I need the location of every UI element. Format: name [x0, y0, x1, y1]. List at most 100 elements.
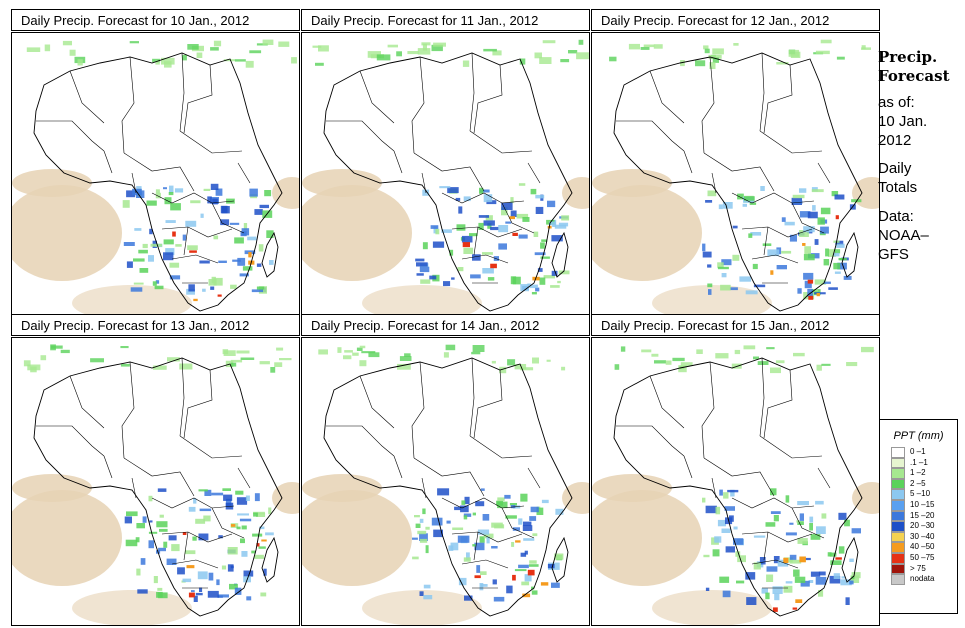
country-border	[711, 172, 717, 194]
precip-cell	[470, 274, 481, 279]
legend: PPT (mm) 0 –1.1 –1 1 –2 2 –5 5 –10 10 –15 15 …	[879, 419, 958, 614]
precip-cell	[811, 189, 824, 193]
precip-cell	[735, 551, 741, 557]
precip-cell	[439, 186, 451, 189]
precip-cell	[696, 349, 703, 354]
precip-cell	[492, 50, 502, 56]
madagascar-coastline	[841, 536, 859, 583]
precip-cell	[188, 506, 196, 512]
dry-region	[72, 590, 192, 625]
precip-cell	[767, 249, 780, 257]
legend-item: 15 –20	[880, 510, 957, 522]
precip-cell	[222, 349, 229, 355]
precip-cell	[614, 364, 620, 370]
precip-cell	[506, 585, 513, 594]
panel-title: Daily Precip. Forecast for 11 Jan., 2012	[301, 9, 590, 31]
country-border	[179, 435, 243, 459]
precip-cell	[471, 351, 481, 355]
country-border	[501, 202, 535, 234]
precip-cell	[138, 249, 148, 254]
precip-cell	[480, 584, 488, 587]
precip-cell	[861, 346, 874, 353]
precip-cell	[149, 520, 153, 523]
heavy-precip-cell	[527, 569, 535, 576]
precip-cell	[737, 193, 744, 200]
precip-cell	[343, 355, 352, 360]
legend-item: 50 –75	[880, 552, 957, 564]
precip-cell	[510, 276, 517, 285]
legend-label: 5 –10	[910, 489, 931, 499]
heavy-precip-cell	[772, 607, 778, 612]
precip-cell	[770, 367, 781, 374]
precip-cell	[717, 519, 726, 527]
precip-cell	[243, 570, 254, 577]
precip-cell	[753, 356, 759, 360]
precip-cell	[187, 44, 199, 50]
country-border	[817, 467, 831, 489]
precip-cell	[748, 233, 753, 238]
precip-cell	[135, 537, 140, 543]
dry-region	[592, 169, 672, 197]
precip-cell	[235, 490, 244, 495]
precip-cell	[445, 344, 456, 351]
precip-cell	[794, 576, 806, 583]
precip-cell	[762, 243, 772, 246]
dry-region	[562, 177, 589, 209]
precip-cell	[478, 222, 484, 230]
precip-cell	[218, 535, 223, 539]
precip-cell	[169, 262, 180, 268]
country-border	[701, 361, 715, 459]
precip-cell	[200, 213, 204, 218]
legend-label: 2 –5	[910, 478, 926, 488]
precip-cell	[450, 542, 459, 551]
precip-cell	[188, 284, 195, 292]
precip-cell	[163, 187, 167, 190]
precip-cell	[843, 275, 852, 280]
precip-cell	[356, 347, 363, 351]
legend-swatch	[891, 574, 905, 585]
precip-cell	[861, 47, 871, 50]
country-border	[759, 52, 765, 132]
country-border	[393, 150, 403, 174]
precip-cell	[223, 59, 236, 62]
precip-cell	[140, 558, 146, 565]
precip-cell	[745, 290, 758, 295]
precip-cell	[155, 60, 160, 65]
precip-cell	[809, 523, 813, 531]
precip-cell	[207, 590, 219, 598]
precip-cell	[197, 571, 208, 580]
precip-cell	[318, 349, 328, 355]
precip-cell	[154, 285, 164, 290]
precip-cell	[241, 525, 247, 530]
precip-cell	[234, 237, 244, 244]
precip-cell	[793, 569, 800, 577]
precip-cell	[136, 186, 142, 191]
precip-cell	[193, 498, 197, 504]
precip-cell	[149, 228, 153, 235]
country-border	[179, 130, 243, 154]
heavy-precip-cell	[802, 243, 806, 246]
precip-cell	[539, 277, 546, 285]
precip-cell	[77, 59, 83, 66]
precip-cell	[814, 279, 827, 285]
precip-cell	[750, 232, 762, 236]
precip-cell	[431, 44, 443, 52]
precip-cell	[783, 585, 793, 593]
precip-cell	[491, 546, 498, 549]
precip-cell	[254, 493, 260, 502]
precip-cell	[240, 538, 245, 544]
source-name: GFS	[878, 246, 909, 263]
precip-cell	[129, 41, 139, 44]
precip-cell	[456, 224, 466, 231]
precip-cell	[799, 513, 804, 521]
precip-cell	[501, 207, 508, 216]
heavy-precip-cell	[230, 524, 236, 527]
precip-cell	[523, 538, 535, 541]
precip-cell	[429, 275, 437, 280]
country-border	[461, 254, 509, 264]
legend-item: 10 –15	[880, 499, 957, 511]
legend-swatch	[891, 489, 905, 500]
precip-cell	[193, 595, 198, 602]
precip-cell	[702, 497, 706, 503]
precip-cell	[707, 283, 713, 288]
